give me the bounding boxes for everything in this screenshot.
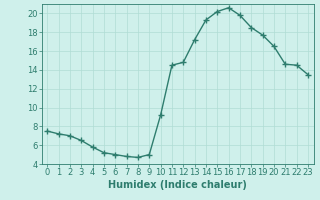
X-axis label: Humidex (Indice chaleur): Humidex (Indice chaleur) [108, 180, 247, 190]
